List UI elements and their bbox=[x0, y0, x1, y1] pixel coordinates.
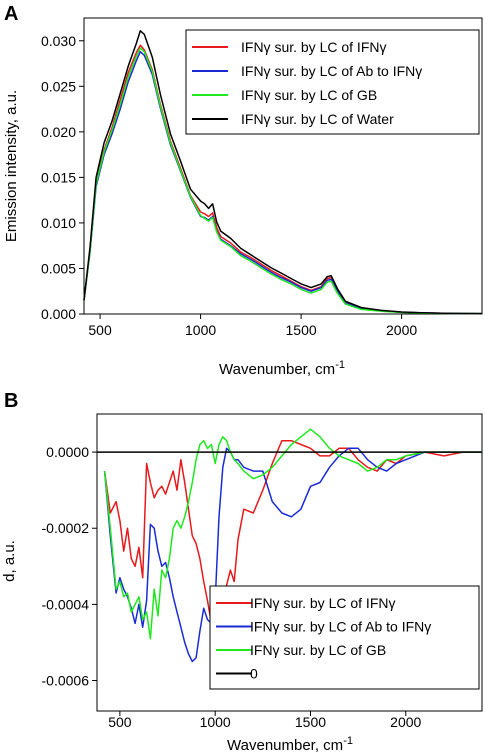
x-tick-label: 1500 bbox=[295, 714, 326, 730]
y-tick-label: -0.0004 bbox=[42, 596, 90, 612]
panel-a-y-axis-label: Emission intensity, a.u. bbox=[3, 90, 20, 242]
panel-b-x-axis-label: Wavenumber, cm-1 bbox=[227, 735, 353, 754]
panel-a-legend-box bbox=[185, 29, 480, 135]
panel-b-y-axis-label: d, a.u. bbox=[1, 540, 18, 582]
panel-a-series bbox=[83, 30, 483, 315]
legend-entry-2: IFNγ sur. by LC of GB bbox=[250, 642, 386, 658]
y-tick-label: 0.030 bbox=[41, 33, 76, 49]
legend-entry-3: 0 bbox=[250, 666, 258, 682]
legend-entry-2: IFNγ sur. by LC of GB bbox=[241, 87, 377, 103]
panel-b-series-line-2 bbox=[103, 428, 482, 640]
panel-b-letter: B bbox=[4, 390, 18, 412]
y-tick-label: 0.015 bbox=[41, 169, 76, 185]
panel-a-letter: A bbox=[4, 3, 18, 25]
y-tick-label: 0.0000 bbox=[46, 444, 89, 460]
y-tick-label: 0.005 bbox=[41, 260, 76, 276]
panel-a-series-line-2 bbox=[83, 47, 483, 315]
legend-entry-0: IFNγ sur. by LC of IFNγ bbox=[250, 595, 395, 611]
x-tick-label: 1000 bbox=[200, 714, 231, 730]
panel-a: A 500 1000 1500 2000 0.000 0.005 0.010 0.015 0.0… bbox=[3, 3, 483, 378]
panel-a-series-line-1 bbox=[83, 50, 483, 315]
x-tick-label: 1000 bbox=[185, 322, 216, 338]
y-tick-label: 0.000 bbox=[41, 306, 76, 322]
panel-b: B 500 1000 1500 2000 0.0000 -0.0002 -0.0004 -0.… bbox=[1, 390, 483, 754]
x-tick-label: 2000 bbox=[390, 714, 421, 730]
legend-entry-1: IFNγ sur. by LC of Ab to IFNγ bbox=[241, 63, 422, 79]
panel-a-frame bbox=[83, 17, 483, 315]
y-tick-label: 0.010 bbox=[41, 215, 76, 231]
legend-entry-3: IFNγ sur. by LC of Water bbox=[241, 111, 394, 127]
panel-a-x-axis-label: Wavenumber, cm-1 bbox=[219, 359, 345, 378]
panel-a-ticks: 500 1000 1500 2000 0.000 0.005 0.010 0.015 0.020… bbox=[41, 33, 417, 338]
panel-b-legend-box bbox=[209, 585, 480, 690]
legend-entry-0: IFNγ sur. by LC of IFNγ bbox=[241, 39, 386, 55]
panel-a-legend: IFNγ sur. by LC of IFNγ IFNγ sur. by LC o… bbox=[185, 29, 480, 135]
y-tick-label: 0.020 bbox=[41, 124, 76, 140]
panel-a-series-line-3 bbox=[83, 30, 483, 315]
legend-entry-1: IFNγ sur. by LC of Ab to IFNγ bbox=[250, 619, 431, 635]
panel-b-frame bbox=[96, 413, 483, 712]
y-tick-label: -0.0002 bbox=[42, 520, 90, 536]
panel-b-ticks: 500 1000 1500 2000 0.0000 -0.0002 -0.0004 -0.00… bbox=[42, 444, 422, 730]
x-tick-label: 2000 bbox=[386, 322, 417, 338]
x-tick-label: 1500 bbox=[286, 322, 317, 338]
panel-b-legend: IFNγ sur. by LC of IFNγ IFNγ sur. by LC o… bbox=[209, 585, 480, 690]
y-tick-label: -0.0006 bbox=[42, 673, 90, 689]
x-tick-label: 500 bbox=[88, 322, 112, 338]
y-tick-label: 0.025 bbox=[41, 78, 76, 94]
x-tick-label: 500 bbox=[108, 714, 132, 730]
